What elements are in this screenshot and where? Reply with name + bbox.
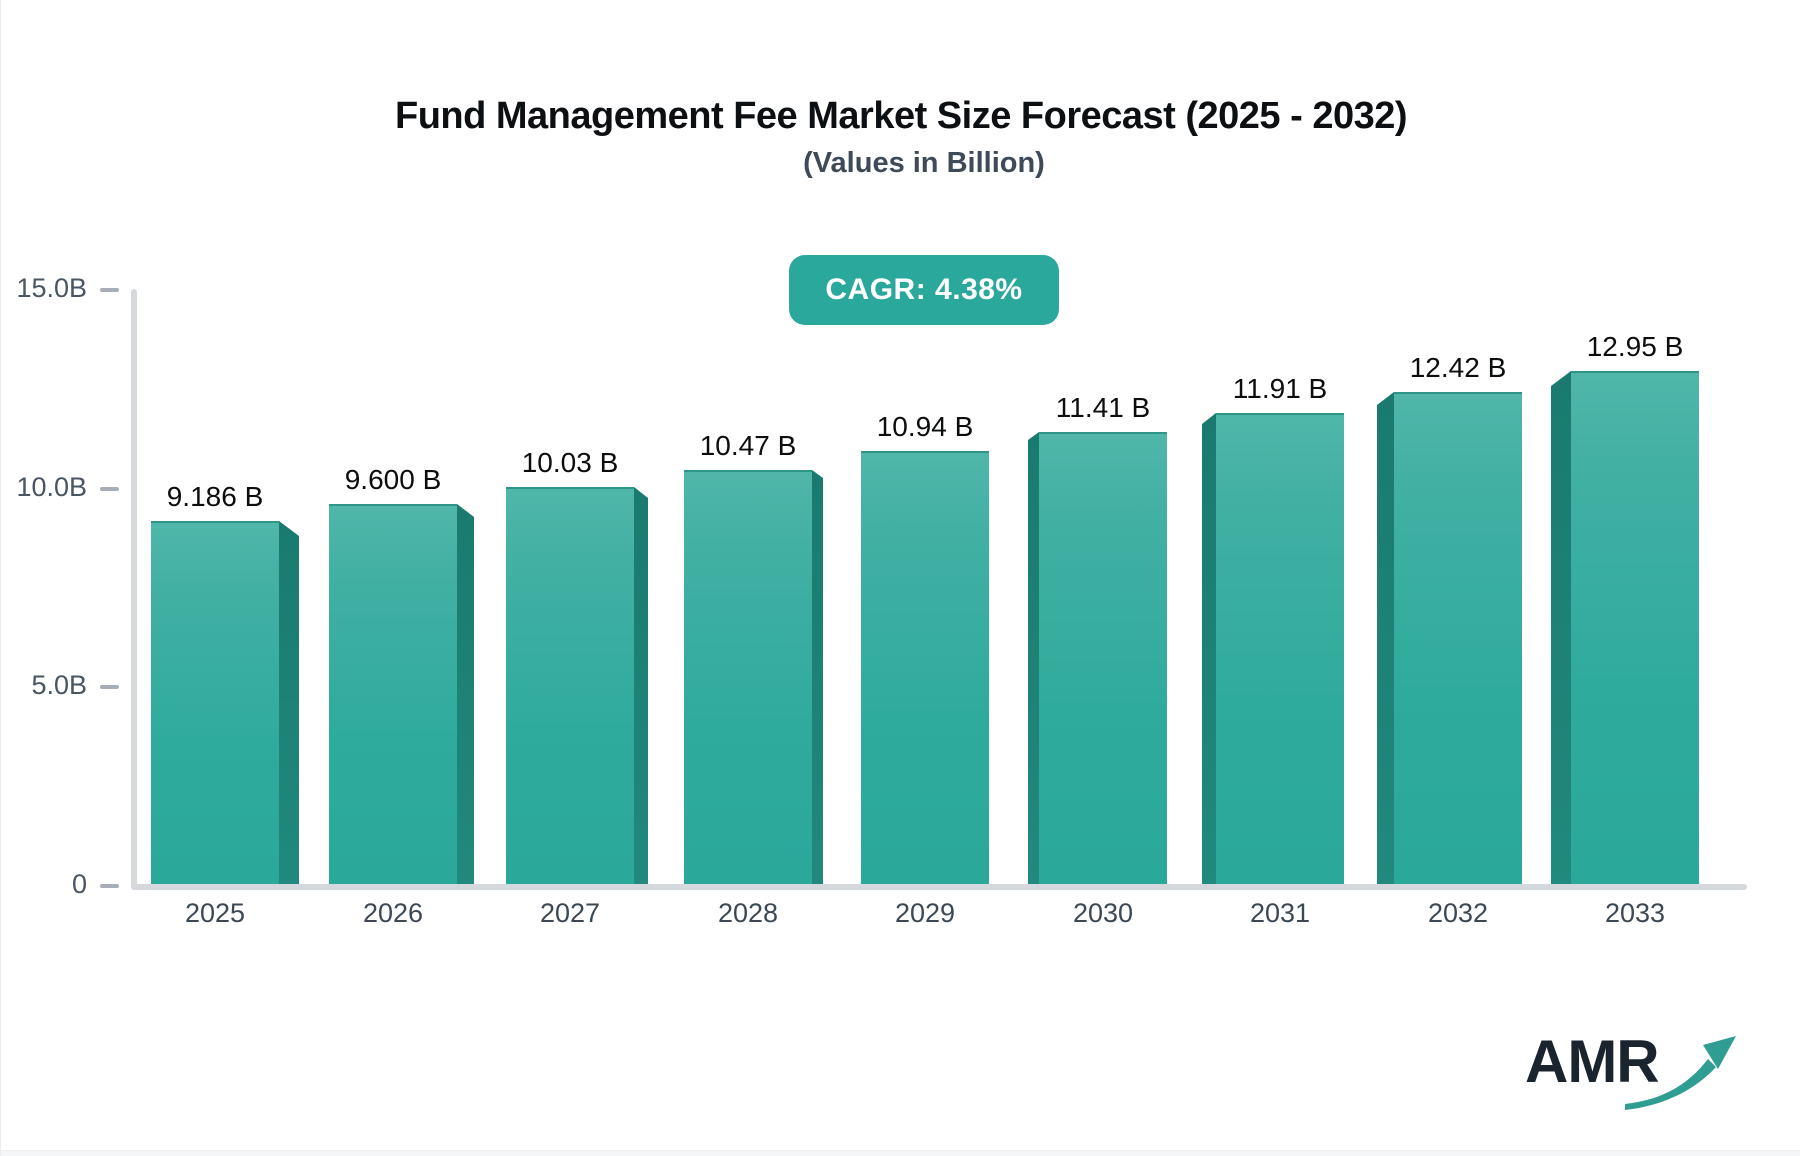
bar-front-face — [506, 487, 634, 886]
bar-front-face — [329, 504, 457, 886]
x-axis-label-2028: 2028 — [717, 898, 779, 928]
bar-side-face — [634, 487, 648, 886]
bar-value-label: 11.91 B — [1232, 373, 1328, 404]
x-axis-label-2033: 2033 — [1604, 898, 1666, 928]
y-axis-label: 0 — [71, 869, 87, 899]
x-axis-label-2030: 2030 — [1072, 898, 1134, 928]
amr-logo: AMR — [1525, 1030, 1739, 1112]
y-axis-tick — [100, 288, 119, 292]
amr-logo-text: AMR — [1525, 1028, 1660, 1095]
y-axis-label: 5.0B — [31, 670, 87, 700]
x-axis-line — [131, 884, 1747, 890]
bar-front-face — [861, 451, 989, 886]
bar-value-label: 11.41 B — [1055, 392, 1151, 423]
x-axis-label-2025: 2025 — [184, 898, 246, 928]
y-axis-line — [131, 289, 137, 890]
bar-value-label: 12.95 B — [1586, 331, 1684, 362]
y-axis-tick — [100, 685, 119, 689]
y-axis-label: 10.0B — [16, 472, 87, 502]
page-background-edge — [1, 1150, 1800, 1156]
cagr-badge-label: CAGR: 4.38% — [825, 273, 1023, 306]
growth-arrow-icon — [1624, 1036, 1736, 1110]
bar-side-face — [1202, 413, 1216, 886]
x-axis-label-2027: 2027 — [539, 898, 601, 928]
bar-front-face — [151, 521, 279, 886]
x-axis-label-2029: 2029 — [894, 898, 956, 928]
x-axis-label-2032: 2032 — [1427, 898, 1489, 928]
y-axis-tick — [100, 884, 119, 888]
bar-front-face — [1039, 432, 1167, 886]
bar-front-face — [684, 470, 812, 886]
bar-side-face — [1551, 371, 1571, 886]
bar-front-face — [1571, 371, 1699, 886]
x-axis-label-2031: 2031 — [1249, 898, 1311, 928]
chart-title: Fund Management Fee Market Size Forecast… — [394, 95, 1408, 137]
cagr-badge: CAGR: 4.38% — [789, 255, 1059, 325]
chart-subtitle: (Values in Billion) — [803, 147, 1045, 179]
x-axis-label-2026: 2026 — [362, 898, 424, 928]
bar-value-label: 10.03 B — [521, 447, 619, 478]
bar-front-face — [1394, 392, 1522, 886]
bar-value-label: 9.186 B — [166, 481, 264, 512]
y-axis-label: 15.0B — [16, 273, 87, 303]
bar-side-face — [812, 470, 823, 886]
bar-value-label: 12.42 B — [1409, 352, 1507, 383]
bar-side-face — [279, 521, 299, 886]
bar-side-face — [1028, 432, 1039, 886]
bar-side-face — [457, 504, 474, 886]
y-axis-tick — [100, 487, 119, 491]
bar-side-face — [1377, 392, 1394, 886]
bar-value-label: 10.94 B — [876, 411, 974, 442]
bar-value-label: 9.600 B — [344, 464, 442, 495]
bar-front-face — [1216, 413, 1344, 886]
bar-value-label: 10.47 B — [699, 430, 797, 461]
